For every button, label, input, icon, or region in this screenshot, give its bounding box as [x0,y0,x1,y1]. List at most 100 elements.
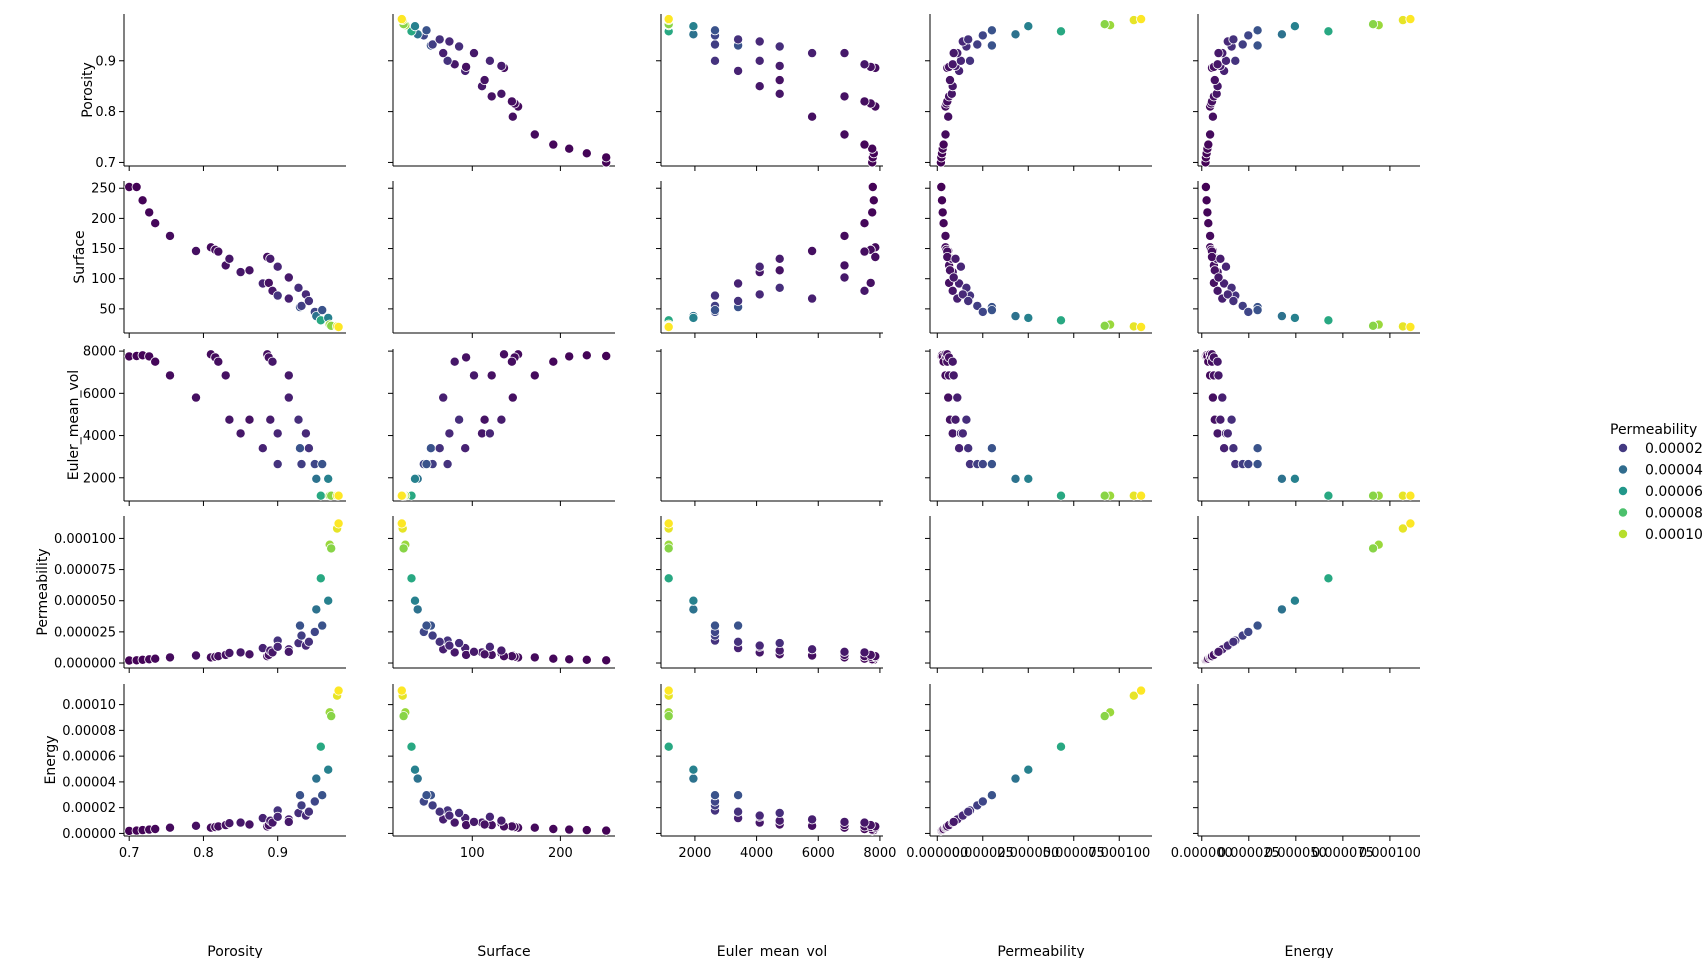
data-point [409,21,420,32]
data-point [421,459,432,470]
data-point [963,34,974,45]
data-point [1128,690,1139,701]
data-point [486,370,497,381]
data-point [1205,129,1216,140]
data-point [454,41,465,52]
data-point [1201,195,1212,206]
data-point [484,811,495,822]
data-point [484,428,495,439]
data-point [859,96,870,107]
data-point [754,640,765,651]
data-point [406,573,417,584]
data-point [733,636,744,647]
legend-marker [1618,529,1629,540]
legend-marker [1618,485,1629,496]
data-point [957,289,968,300]
data-point [1289,21,1300,32]
data-point [945,75,956,86]
data-point [1205,230,1216,241]
data-point [870,251,881,262]
data-point [1405,518,1416,529]
data-point [1212,428,1223,439]
data-point [496,60,507,71]
data-point [272,459,283,470]
y-tick-label: 100 [91,272,116,287]
x-tick-label: 0.000025 [952,846,1014,861]
data-point [294,620,305,631]
data-point [1213,646,1224,657]
data-point [839,646,850,657]
data-point [311,473,322,484]
data-point [309,796,320,807]
data-point [468,646,479,657]
data-point [938,139,949,150]
data-point [548,824,559,835]
panel-Surface-vs-Permeability [925,181,1152,338]
data-point [564,654,575,665]
data-point [283,293,294,304]
data-point [581,350,592,361]
data-point [1405,14,1416,25]
data-point [1323,490,1334,501]
data-point [986,25,997,36]
data-point [868,195,879,206]
data-point [311,604,322,615]
data-point [434,636,445,647]
data-point [754,36,765,47]
data-point [1023,312,1034,323]
data-point [1405,490,1416,501]
x-axis-label: Permeability [997,944,1084,958]
data-point [963,443,974,454]
panel-Euler_mean_vol-vs-Euler_mean_vol [656,349,883,506]
data-point [947,59,958,70]
data-point [323,473,334,484]
data-point [333,490,344,501]
legend-title: Permeability [1610,422,1697,438]
y-tick-label: 0.000000 [54,657,116,672]
data-point [839,91,850,102]
data-point [1215,253,1226,264]
data-point [1323,315,1334,326]
data-point [1397,523,1408,534]
data-point [859,139,870,150]
data-point [496,414,507,425]
data-point [548,139,559,150]
data-point [948,272,959,283]
y-axis-label: Energy [43,735,59,784]
data-point [1203,218,1214,229]
data-point [396,685,407,696]
data-point [427,630,438,641]
panel-Porosity-vs-Porosity: 0.7 0.8 0.9 [95,14,346,171]
data-point [449,356,460,367]
data-point [940,129,951,140]
data-point [244,414,255,425]
data-point [710,620,721,631]
x-tick-label: 0.000075 [1312,846,1374,861]
data-point [317,305,328,316]
legend-label: 0.00004 [1645,463,1703,479]
data-point [859,218,870,229]
data-point [257,443,268,454]
panel-Porosity-vs-Permeability [925,14,1152,171]
y-tick-label: 200 [91,212,116,227]
data-point [710,39,721,50]
data-point [948,370,959,381]
data-point [774,265,785,276]
data-point [1213,48,1224,59]
data-point [688,312,699,323]
data-point [137,195,148,206]
data-point [421,620,432,631]
data-point [283,272,294,283]
x-tick-label: 100 [460,846,485,861]
data-point [1010,773,1021,784]
data-point [190,392,201,403]
data-point [323,764,334,775]
y-tick-label: 0.00002 [62,801,116,816]
data-point [1217,392,1228,403]
data-point [807,111,818,122]
x-tick-label: 0.000075 [1043,846,1105,861]
x-tick-label: 4000 [740,846,773,861]
data-point [317,790,328,801]
data-point [479,414,490,425]
y-axis-label: Permeability [35,548,51,635]
